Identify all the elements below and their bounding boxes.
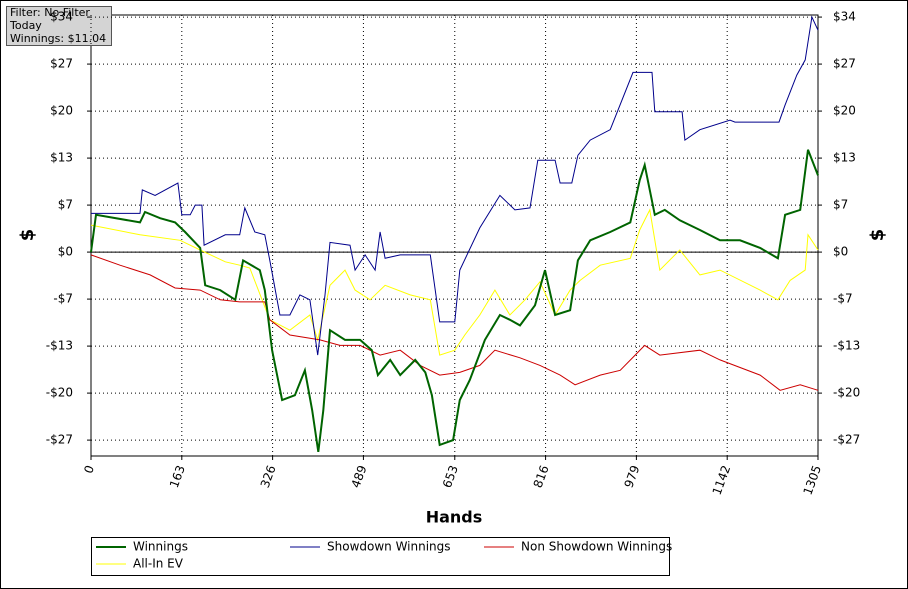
y-tick-label: $0 — [58, 245, 73, 259]
y-tick-label-right: -$13 — [833, 339, 860, 353]
y-tick-label-right: $34 — [833, 10, 856, 24]
x-axis-title: Hands — [426, 508, 483, 527]
y-tick-label: -$7 — [53, 292, 73, 306]
y-tick-label-right: $20 — [833, 104, 856, 118]
y-tick-label: -$13 — [46, 339, 73, 353]
series-line — [90, 149, 819, 453]
y-tick-label-right: -$20 — [833, 386, 860, 400]
y-tick-label: -$20 — [46, 386, 73, 400]
legend-label: Showdown Winnings — [327, 540, 451, 554]
y-tick-label: $20 — [50, 104, 73, 118]
legend-label: Winnings — [133, 540, 188, 554]
filter-text: Filter: No Filter — [10, 6, 90, 19]
legend-label: All-In EV — [133, 557, 184, 571]
y-tick-label-right: -$7 — [833, 292, 853, 306]
y-tick-label: -$27 — [46, 433, 73, 447]
y-tick-label-right: $13 — [833, 151, 856, 165]
y-tick-label: $7 — [58, 198, 73, 212]
legend — [91, 537, 670, 576]
y-tick-label-right: $7 — [833, 198, 848, 212]
y-tick-label-right: $27 — [833, 57, 856, 71]
y-axis-title-right: $ — [867, 229, 888, 242]
legend-label: Non Showdown Winnings — [521, 540, 672, 554]
legend-items: Winnings Showdown Winnings Non Showdown Wi… — [96, 540, 672, 571]
x-tick-label: 0 — [81, 463, 97, 475]
y-tick-label: $27 — [50, 57, 73, 71]
filter-box-bg — [6, 6, 112, 46]
filter-text: Winnings: $11.04 — [10, 32, 106, 45]
series-line — [91, 15, 819, 356]
filter-text: Today — [9, 19, 42, 32]
y-tick-label: $34 — [50, 10, 73, 24]
y-tick-label-right: -$27 — [833, 433, 860, 447]
y-axis-title: $ — [17, 229, 38, 242]
y-tick-label: $13 — [50, 151, 73, 165]
series-line — [90, 254, 819, 391]
y-tick-label-right: $0 — [833, 245, 848, 259]
